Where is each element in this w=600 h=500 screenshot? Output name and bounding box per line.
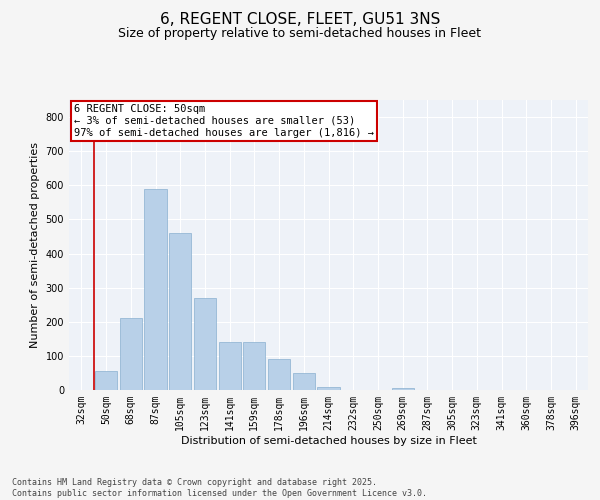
Bar [392,388,414,390]
Bar [194,298,216,390]
Bar [145,188,167,390]
Bar [95,371,117,390]
Bar [268,360,290,390]
Bar [317,386,340,390]
Bar [218,342,241,390]
Text: 6, REGENT CLOSE, FLEET, GU51 3NS: 6, REGENT CLOSE, FLEET, GU51 3NS [160,12,440,28]
X-axis label: Distribution of semi-detached houses by size in Fleet: Distribution of semi-detached houses by … [181,436,476,446]
Text: Size of property relative to semi-detached houses in Fleet: Size of property relative to semi-detach… [119,28,482,40]
Text: Contains HM Land Registry data © Crown copyright and database right 2025.
Contai: Contains HM Land Registry data © Crown c… [12,478,427,498]
Bar [243,342,265,390]
Bar [169,233,191,390]
Y-axis label: Number of semi-detached properties: Number of semi-detached properties [30,142,40,348]
Bar [293,373,315,390]
Text: 6 REGENT CLOSE: 50sqm
← 3% of semi-detached houses are smaller (53)
97% of semi-: 6 REGENT CLOSE: 50sqm ← 3% of semi-detac… [74,104,374,138]
Bar [119,318,142,390]
